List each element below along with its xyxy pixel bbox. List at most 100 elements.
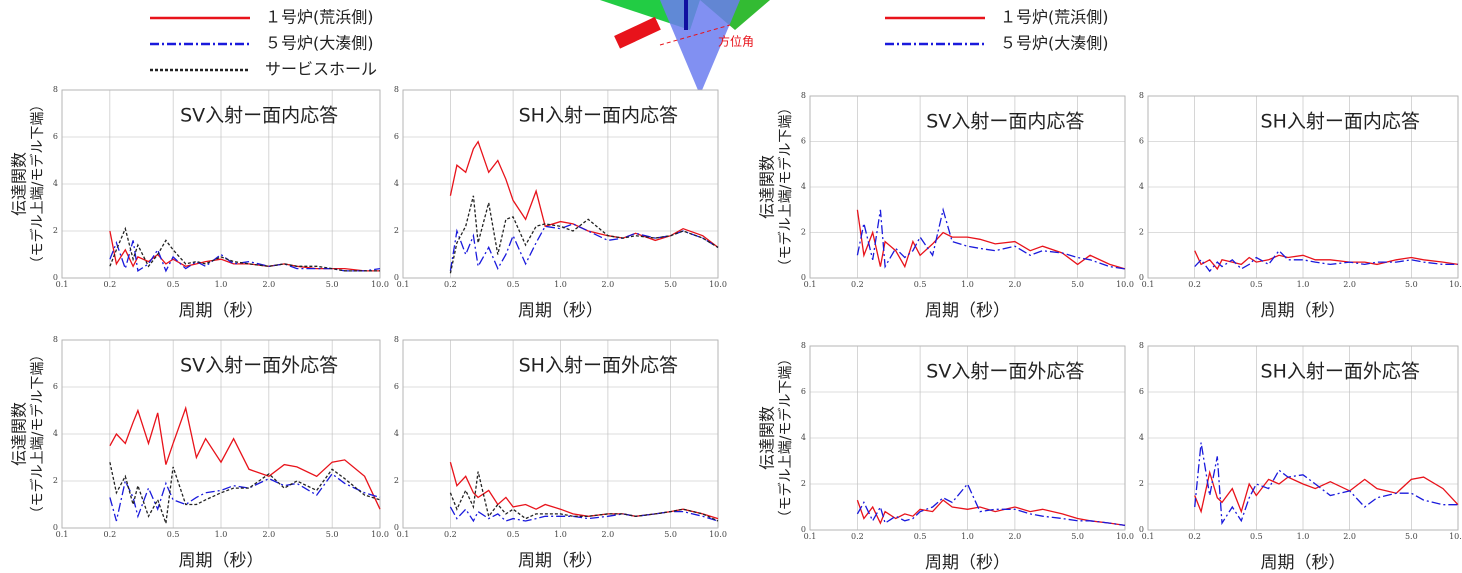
series-line [109,230,380,272]
x-tick-label: 2.0 [1009,280,1022,289]
x-tick-label: 5.0 [1071,532,1084,541]
x-tick-label: 1.0 [961,532,974,541]
series-line [109,226,380,272]
x-axis-label: 周期（秒） [1261,553,1346,573]
x-tick-label: 1.0 [554,280,567,289]
series-line [449,223,719,272]
x-tick-label: 10.0 [709,530,727,539]
legend-label: １号炉(荒浜側) [1000,8,1109,27]
y-tick-label: 6 [394,132,399,141]
y-tick-label: 2 [53,476,58,485]
x-tick-label: 5.0 [326,280,339,289]
chart-panel: 0.1 0.2 0.5 1.0 2.0 5.0 10.0 0 2 4 6 8 SH入射ー面内応答周期（秒… [1139,91,1462,321]
y-tick-label: 6 [394,382,399,391]
y-tick-label: 6 [1139,387,1144,396]
x-axis-label: 周期（秒） [179,551,264,571]
x-tick-label: 0.1 [1142,532,1155,541]
y-tick-label: 6 [801,137,806,146]
series-line [449,195,719,274]
y-tick-label: 8 [801,91,806,100]
x-axis-label: 周期（秒） [179,301,264,321]
panel-title: SH入射ー面内応答 [1261,111,1420,133]
x-axis-label: 周期（秒） [925,553,1010,573]
series-line [109,405,381,510]
y-tick-label: 0 [1139,273,1144,282]
series-line [856,482,1126,527]
series-line [109,472,381,522]
x-tick-label: 1.0 [554,530,567,539]
x-tick-label: 0.2 [444,280,457,289]
panel-title: SV入射ー面外応答 [180,355,338,377]
x-tick-label: 0.5 [507,280,520,289]
series-line [1194,442,1458,526]
x-tick-label: 2.0 [1343,532,1356,541]
x-tick-label: 0.2 [851,280,864,289]
y-tick-label: 2 [394,476,399,485]
y-tick-label: 2 [801,479,806,488]
x-tick-label: 0.5 [1250,280,1263,289]
x-tick-label: 10.0 [1449,280,1462,289]
x-tick-label: 0.1 [804,532,817,541]
panel-title: SH入射ー面内応答 [519,105,678,127]
orientation-diagram: 方位角 [600,0,770,95]
x-tick-label: 2.0 [1009,532,1022,541]
chart-panel: 0.1 0.2 0.5 1.0 2.0 5.0 10.0 0 2 4 6 8 SH入射ー面外応答周期（秒… [394,335,727,571]
panel-title: SV入射ー面外応答 [926,361,1084,383]
y-axis-label: 伝達関数 [758,406,777,470]
y-tick-label: 2 [1139,228,1144,237]
y-tick-label: 4 [1139,182,1144,191]
x-tick-label: 1.0 [1297,280,1310,289]
x-tick-label: 10.0 [1116,532,1134,541]
x-tick-label: 10.0 [709,280,727,289]
y-tick-label: 8 [394,335,399,344]
y-tick-label: 4 [53,429,58,438]
y-tick-label: 4 [394,179,399,188]
series-line [1194,250,1459,271]
x-axis-label: 周期（秒） [925,301,1010,321]
y-tick-label: 2 [394,226,399,235]
legend-label: １号炉(荒浜側) [265,8,374,27]
x-tick-label: 2.0 [602,530,615,539]
y-tick-label: 2 [53,226,58,235]
y-tick-label: 2 [801,228,806,237]
y-tick-label: 6 [53,132,58,141]
y-axis-label: （モデル上端/モデル下端） [29,348,46,521]
x-tick-label: 0.5 [507,530,520,539]
x-tick-label: 2.0 [262,530,275,539]
x-tick-label: 0.5 [914,532,927,541]
x-tick-label: 0.5 [167,530,180,539]
y-tick-label: 0 [394,523,399,532]
y-axis-label: （モデル上端/モデル下端） [29,98,46,271]
y-axis-label: （モデル上端/モデル下端） [777,352,794,525]
x-tick-label: 0.2 [1188,532,1201,541]
series-line [449,471,719,522]
legend-label: サービスホール [265,60,377,79]
series-line [109,462,381,524]
x-tick-label: 1.0 [215,280,228,289]
y-tick-label: 8 [1139,91,1144,100]
diagram-line [659,24,731,46]
x-tick-label: 0.5 [914,280,927,289]
x-tick-label: 0.2 [103,530,116,539]
x-tick-label: 5.0 [1071,280,1084,289]
y-tick-label: 0 [801,525,806,534]
y-tick-label: 0 [53,523,58,532]
x-tick-label: 0.1 [56,530,69,539]
x-tick-label: 0.1 [397,530,410,539]
y-tick-label: 4 [1139,433,1144,442]
x-tick-label: 2.0 [602,280,615,289]
panel-title: SH入射ー面外応答 [1261,361,1420,383]
x-tick-label: 2.0 [1343,280,1356,289]
x-tick-label: 10.0 [371,530,389,539]
y-axis-label: 伝達関数 [758,155,777,219]
x-tick-label: 5.0 [1405,532,1418,541]
x-tick-label: 0.2 [444,530,457,539]
y-tick-label: 0 [801,273,806,282]
y-tick-label: 6 [1139,137,1144,146]
panel-title: SV入射ー面内応答 [180,105,338,127]
x-axis-label: 周期（秒） [1261,301,1346,321]
chart-panel: 0.1 0.2 0.5 1.0 2.0 5.0 10.0 0 2 4 6 8 SV入射ー面内応答周期（秒… [10,85,389,321]
x-tick-label: 5.0 [1405,280,1418,289]
x-tick-label: 0.1 [1142,280,1155,289]
y-tick-label: 0 [394,273,399,282]
